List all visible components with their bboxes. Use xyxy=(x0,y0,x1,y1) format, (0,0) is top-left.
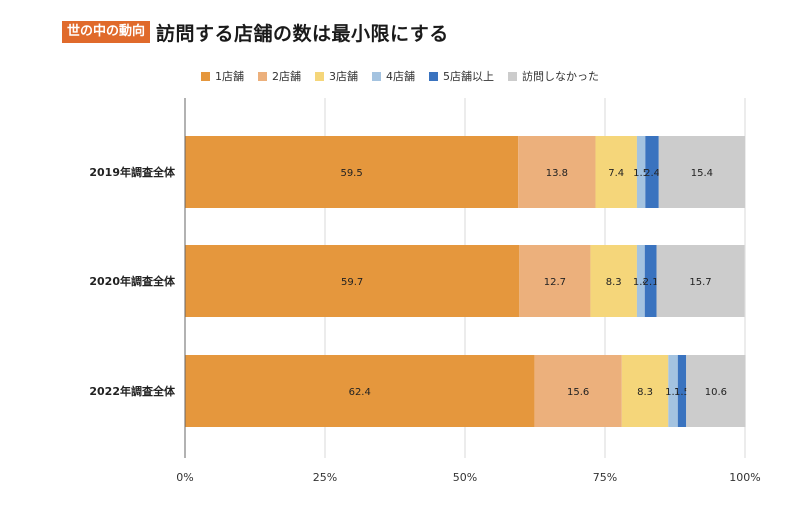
bar-segment xyxy=(590,245,637,317)
chart-title: 訪問する店舗の数は最小限にする xyxy=(156,22,449,45)
legend-label: 3店舗 xyxy=(329,70,358,83)
data-label: 10.6 xyxy=(705,387,727,398)
category-label: 2020年調査全体 xyxy=(89,274,176,288)
bar-segment xyxy=(519,245,591,317)
data-label: 13.8 xyxy=(546,168,568,179)
bar-segment xyxy=(677,355,687,427)
bar-segment xyxy=(636,245,645,317)
legend-label: 5店舗以上 xyxy=(443,70,494,83)
legend-label: 2店舗 xyxy=(272,70,301,83)
legend-label: 訪問しなかった xyxy=(522,70,599,83)
data-label: 15.4 xyxy=(691,168,713,179)
data-label: 1.5 xyxy=(633,168,649,179)
bar-segment xyxy=(621,355,669,427)
data-label: 62.4 xyxy=(349,387,371,398)
data-label: 7.4 xyxy=(608,168,624,179)
data-label: 1.4 xyxy=(633,277,649,288)
data-label: 1.5 xyxy=(674,387,690,398)
bar-segment xyxy=(595,136,637,208)
legend-swatch xyxy=(315,71,324,81)
legend-label: 1店舗 xyxy=(215,70,244,83)
legend-item: 2店舗 xyxy=(258,68,301,84)
x-tick-label: 50% xyxy=(453,471,477,484)
bar-segment xyxy=(185,245,520,317)
bar-segment xyxy=(636,136,646,208)
bar-segment xyxy=(185,136,519,208)
data-label: 59.5 xyxy=(340,168,362,179)
bar-segment xyxy=(668,355,678,427)
x-tick-label: 75% xyxy=(593,471,617,484)
legend-item: 4店舗 xyxy=(372,68,415,84)
data-label: 59.7 xyxy=(341,277,363,288)
bar-segment xyxy=(645,136,659,208)
bar-segment xyxy=(658,136,745,208)
section-tag: 世の中の動向 xyxy=(62,21,151,43)
bar-segment xyxy=(185,355,535,427)
legend-swatch xyxy=(508,71,517,81)
legend-item: 3店舗 xyxy=(315,68,358,84)
x-tick-label: 0% xyxy=(176,471,193,484)
category-label: 2022年調査全体 xyxy=(89,384,176,398)
legend: 1店舗 2店舗 3店舗 4店舗 5店舗以上 訪問しなかった xyxy=(0,68,800,84)
legend-swatch xyxy=(372,71,381,81)
legend-swatch xyxy=(429,71,438,81)
data-label: 1.7 xyxy=(665,387,681,398)
x-tick-label: 25% xyxy=(313,471,337,484)
legend-item: 5店舗以上 xyxy=(429,68,494,84)
header: 世の中の動向 訪問する店舗の数は最小限にする xyxy=(62,17,449,47)
legend-swatch xyxy=(201,71,210,81)
legend-label: 4店舗 xyxy=(386,70,415,83)
data-label: 8.3 xyxy=(637,387,653,398)
data-label: 12.7 xyxy=(544,277,566,288)
bar-segment xyxy=(656,245,745,317)
bar-segment xyxy=(518,136,596,208)
category-label: 2019年調査全体 xyxy=(89,165,176,179)
legend-item: 訪問しなかった xyxy=(508,68,599,84)
data-label: 8.3 xyxy=(606,277,622,288)
bar-segment xyxy=(686,355,746,427)
bar-segment xyxy=(644,245,657,317)
data-label: 2.1 xyxy=(643,277,659,288)
bar-segment xyxy=(534,355,622,427)
data-label: 2.4 xyxy=(644,168,660,179)
x-tick-label: 100% xyxy=(729,471,760,484)
data-label: 15.6 xyxy=(567,387,589,398)
legend-item: 1店舗 xyxy=(201,68,244,84)
legend-swatch xyxy=(258,71,267,81)
data-label: 15.7 xyxy=(689,277,711,288)
